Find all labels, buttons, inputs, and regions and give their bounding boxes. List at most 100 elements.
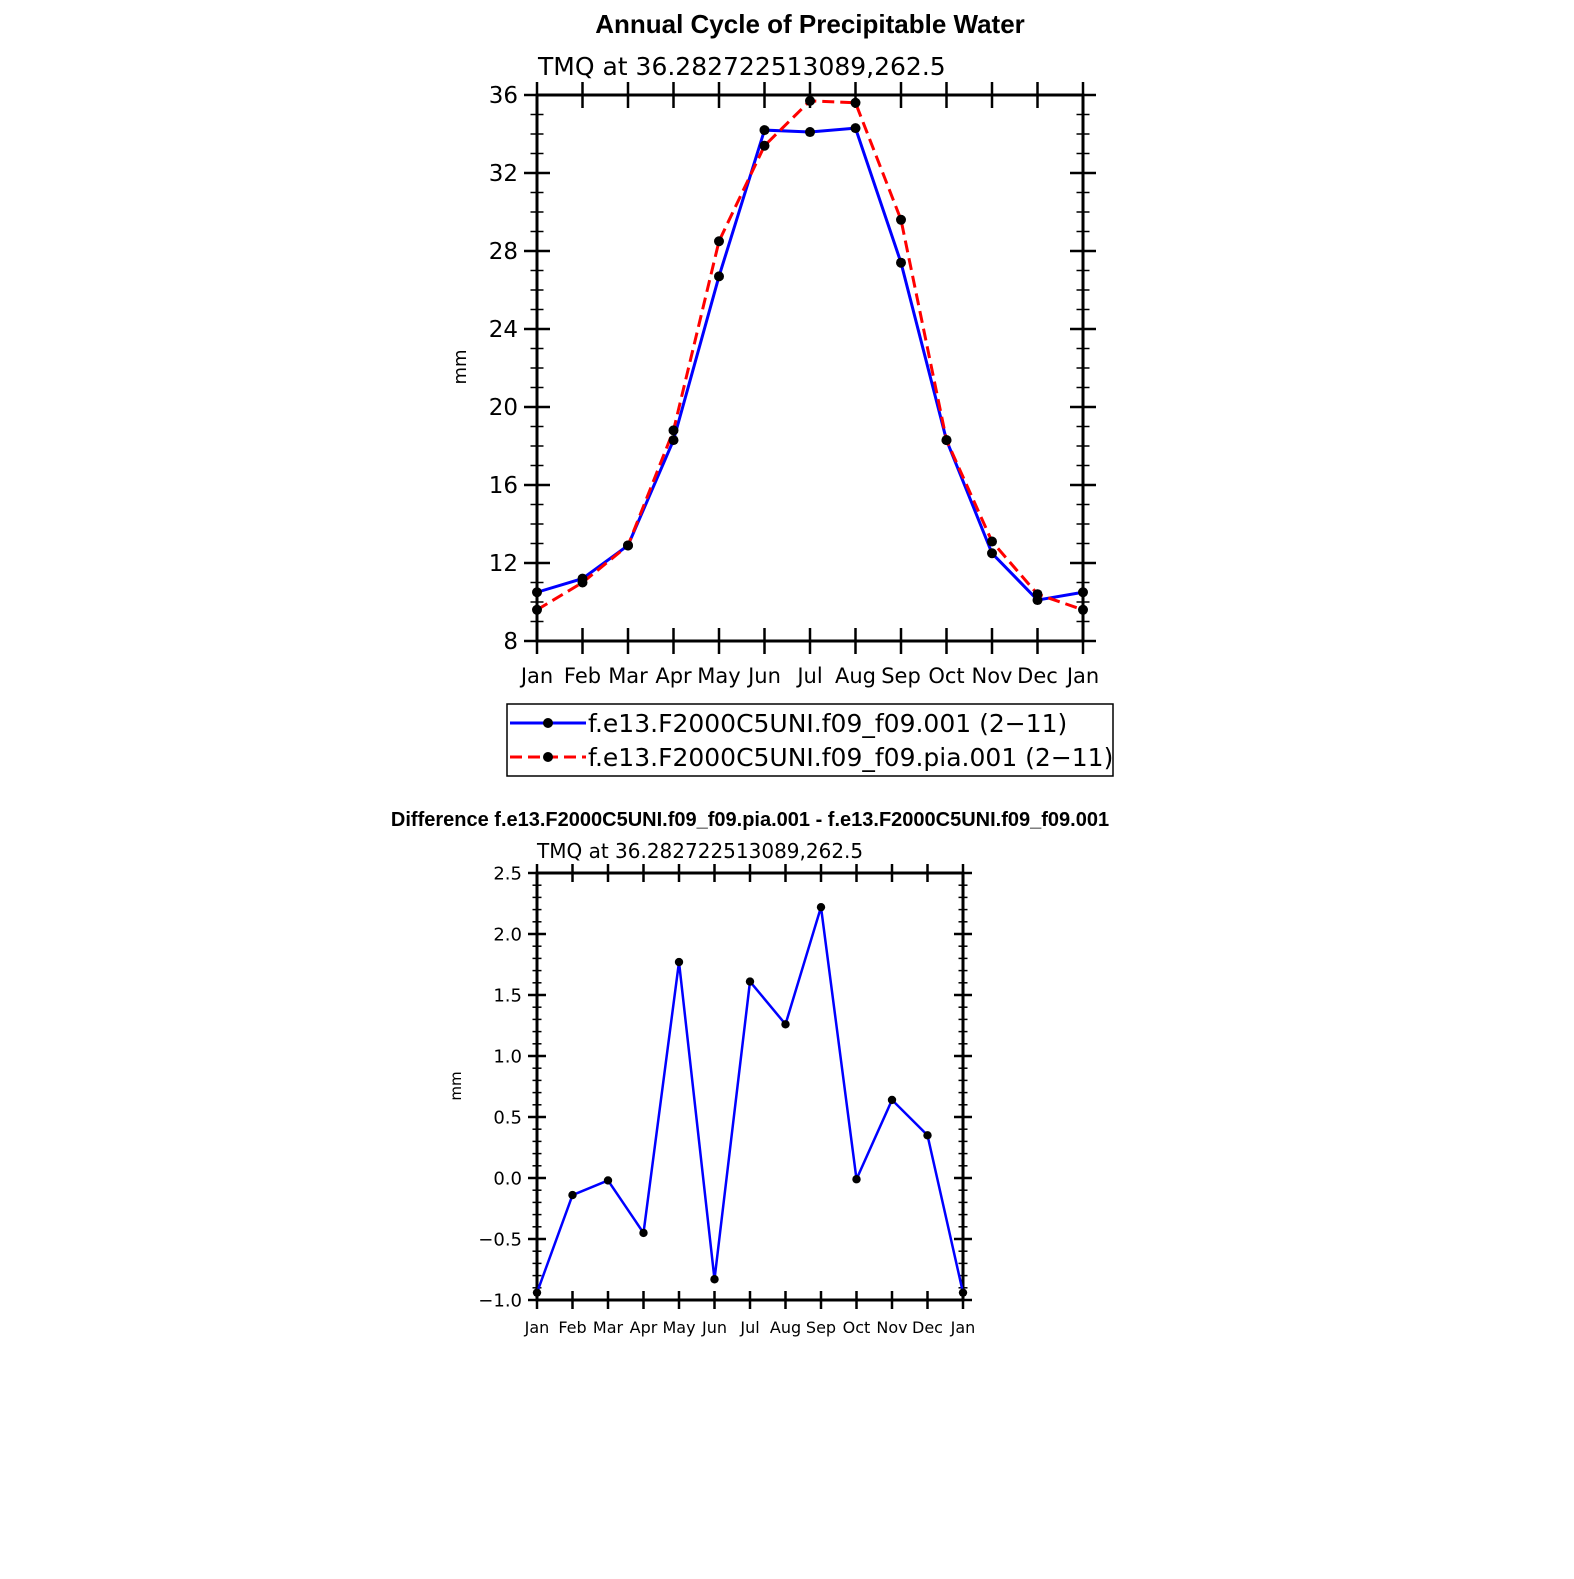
chart2-series: [532, 902, 968, 1297]
y-tick-label: 0.0: [493, 1168, 522, 1189]
data-point-0: [987, 548, 997, 559]
data-point-1: [896, 214, 906, 225]
data-point-0: [852, 1175, 861, 1184]
data-point-1: [532, 604, 542, 615]
legend-marker-control: [543, 718, 553, 728]
data-point-1: [714, 236, 724, 247]
x-tick-label: Nov: [876, 1318, 907, 1337]
y-tick-label: 8: [503, 629, 518, 655]
x-tick-label: Nov: [972, 664, 1013, 688]
x-tick-label: Apr: [630, 1318, 658, 1337]
data-point-0: [532, 587, 542, 598]
annual-cycle-chart: Annual Cycle of Precipitable Water TMQ a…: [450, 9, 1114, 777]
data-point-1: [850, 97, 861, 108]
x-tick-label: Dec: [1017, 664, 1058, 688]
legend-box: [506, 703, 1114, 777]
data-point-1: [1078, 604, 1088, 615]
chart1-subtitle: TMQ at 36.282722513089,262.5: [537, 52, 946, 81]
data-point-1: [1032, 589, 1043, 600]
y-tick-label: 24: [489, 317, 518, 343]
y-tick-label: 1.0: [493, 1046, 522, 1067]
data-point-0: [958, 1288, 968, 1297]
data-point-1: [941, 435, 952, 446]
y-tick-label: 32: [489, 161, 518, 187]
chart1-ticks: [524, 82, 1096, 654]
data-point-1: [805, 95, 815, 106]
data-point-0: [781, 1020, 790, 1029]
difference-chart: Difference f.e13.F2000C5UNI.f09_f09.pia.…: [391, 809, 1109, 1337]
data-point-0: [805, 127, 815, 138]
x-tick-label: May: [662, 1318, 695, 1337]
x-tick-label: Jul: [739, 1318, 759, 1337]
data-point-1: [623, 540, 633, 551]
chart2-title: Difference f.e13.F2000C5UNI.f09_f09.pia.…: [391, 809, 1109, 831]
data-point-0: [850, 123, 861, 134]
chart2-ylabel: mm: [447, 1071, 465, 1100]
x-tick-label: Feb: [564, 664, 601, 688]
chart2-x-tick-labels: Jan Feb Mar Apr May Jun Jul Aug Sep Oct Nov Dec Jan: [524, 1318, 976, 1337]
x-tick-label: May: [697, 664, 740, 688]
data-point-0: [668, 435, 679, 446]
data-point-0: [816, 902, 826, 912]
data-point-0: [1078, 587, 1088, 598]
chart1-title: Annual Cycle of Precipitable Water: [595, 9, 1025, 39]
data-point-0: [674, 957, 684, 967]
data-point-0: [710, 1275, 719, 1284]
y-tick-label: 16: [489, 473, 518, 499]
data-point-0: [923, 1131, 932, 1140]
chart1-ylabel: mm: [450, 349, 471, 384]
y-tick-label: 36: [489, 83, 518, 109]
legend-label-experiment: f.e13.F2000C5UNI.f09_f09.pia.001 (2−11): [588, 743, 1113, 772]
data-point-0: [532, 1288, 542, 1297]
data-point-0: [745, 977, 755, 986]
chart2-subtitle: TMQ at 36.282722513089,262.5: [536, 839, 863, 863]
data-point-0: [714, 271, 724, 282]
x-tick-label: Jul: [795, 664, 822, 688]
x-tick-label: Apr: [655, 664, 692, 688]
y-tick-label: 28: [489, 239, 518, 265]
chart2-y-tick-labels: −1.0 −0.5 0.0 0.5 1.0 1.5 2.0 2.5: [478, 863, 522, 1311]
y-tick-label: 2.0: [493, 924, 522, 945]
data-point-0: [568, 1190, 577, 1200]
y-tick-label: 1.5: [493, 985, 522, 1006]
legend-label-control: f.e13.F2000C5UNI.f09_f09.001 (2−11): [588, 709, 1067, 738]
data-point-1: [577, 577, 588, 588]
x-tick-label: Dec: [912, 1318, 943, 1337]
x-tick-label: Jan: [519, 664, 553, 688]
chart1-legend: f.e13.F2000C5UNI.f09_f09.001 (2−11) f.e1…: [506, 703, 1114, 777]
x-tick-label: Sep: [806, 1318, 836, 1337]
x-tick-label: Aug: [835, 664, 876, 688]
y-tick-label: −0.5: [478, 1229, 522, 1250]
x-tick-label: Sep: [881, 664, 921, 688]
y-tick-label: 0.5: [493, 1107, 522, 1128]
y-tick-label: 20: [489, 395, 518, 421]
data-point-0: [759, 125, 770, 136]
chart1-x-tick-labels: Jan Feb Mar Apr May Jun Jul Aug Sep Oct Nov Dec Jan: [519, 664, 1099, 688]
data-point-0: [603, 1176, 613, 1185]
x-tick-label: Feb: [558, 1318, 586, 1337]
x-tick-label: Mar: [608, 664, 648, 688]
x-tick-label: Jun: [746, 664, 781, 688]
y-tick-label: −1.0: [478, 1290, 522, 1311]
x-tick-label: Oct: [843, 1318, 871, 1337]
data-point-0: [896, 257, 906, 268]
data-point-1: [668, 425, 679, 436]
y-tick-label: 12: [489, 551, 518, 577]
x-tick-label: Mar: [593, 1318, 624, 1337]
legend-marker-experiment: [543, 752, 553, 762]
x-tick-label: Jan: [524, 1318, 550, 1337]
chart1-y-tick-labels: 8 12 16 20 24 28 32 36: [489, 83, 518, 655]
chart2-ticks: [528, 864, 972, 1309]
data-point-1: [987, 536, 997, 547]
data-point-0: [887, 1095, 897, 1105]
x-tick-label: Jan: [950, 1318, 976, 1337]
x-tick-label: Aug: [770, 1318, 801, 1337]
x-tick-label: Jan: [1065, 664, 1099, 688]
data-point-1: [759, 140, 770, 151]
y-tick-label: 2.5: [493, 863, 522, 884]
data-point-0: [639, 1228, 648, 1238]
chart1-series: [532, 95, 1088, 615]
